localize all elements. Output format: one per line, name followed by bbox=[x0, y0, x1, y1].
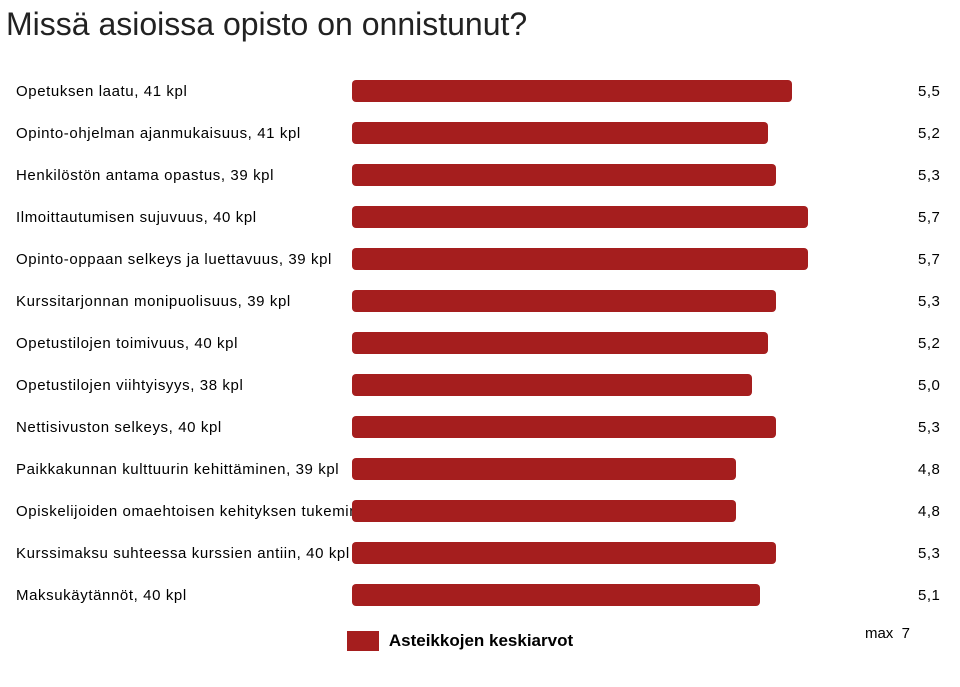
bar bbox=[352, 164, 776, 186]
bar-label: Opinto-oppaan selkeys ja luettavuus, 39 … bbox=[16, 251, 352, 268]
bar-value: 5,2 bbox=[912, 335, 940, 352]
chart-row: Opiskelijoiden omaehtoisen kehityksen tu… bbox=[16, 493, 936, 529]
bar-track bbox=[352, 248, 912, 270]
bar bbox=[352, 290, 776, 312]
max-label: max 7 bbox=[865, 625, 910, 642]
bar-label: Henkilöstön antama opastus, 39 kpl bbox=[16, 167, 352, 184]
chart-row: Opetustilojen toimivuus, 40 kpl5,2 bbox=[16, 325, 936, 361]
bar-track bbox=[352, 500, 912, 522]
bar bbox=[352, 206, 808, 228]
bar bbox=[352, 584, 760, 606]
bar-track bbox=[352, 290, 912, 312]
chart-row: Opinto-oppaan selkeys ja luettavuus, 39 … bbox=[16, 241, 936, 277]
bar-chart: Opetuksen laatu, 41 kpl5,5 Opinto-ohjelma… bbox=[16, 73, 936, 613]
bar-label: Opetustilojen viihtyisyys, 38 kpl bbox=[16, 377, 352, 394]
bar-value: 5,3 bbox=[912, 545, 940, 562]
chart-footer: Asteikkojen keskiarvot max 7 bbox=[0, 631, 920, 651]
bar-track bbox=[352, 374, 912, 396]
bar-label: Ilmoittautumisen sujuvuus, 40 kpl bbox=[16, 209, 352, 226]
chart-row: Opetuksen laatu, 41 kpl5,5 bbox=[16, 73, 936, 109]
bar-track bbox=[352, 332, 912, 354]
bar-value: 5,1 bbox=[912, 587, 940, 604]
bar-value: 4,8 bbox=[912, 503, 940, 520]
bar-track bbox=[352, 122, 912, 144]
chart-row: Maksukäytännöt, 40 kpl5,1 bbox=[16, 577, 936, 613]
bar-track bbox=[352, 80, 912, 102]
page-title: Missä asioissa opisto on onnistunut? bbox=[0, 0, 960, 49]
bar-label: Maksukäytännöt, 40 kpl bbox=[16, 587, 352, 604]
bar bbox=[352, 374, 752, 396]
bar-track bbox=[352, 542, 912, 564]
chart-row: Henkilöstön antama opastus, 39 kpl5,3 bbox=[16, 157, 936, 193]
bar-label: Opinto-ohjelman ajanmukaisuus, 41 kpl bbox=[16, 125, 352, 142]
bar-value: 5,3 bbox=[912, 293, 940, 310]
bar bbox=[352, 248, 808, 270]
chart-row: Nettisivuston selkeys, 40 kpl5,3 bbox=[16, 409, 936, 445]
bar-track bbox=[352, 164, 912, 186]
bar-track bbox=[352, 206, 912, 228]
bar-label: Paikkakunnan kulttuurin kehittäminen, 39… bbox=[16, 461, 352, 478]
bar-value: 5,2 bbox=[912, 125, 940, 142]
bar-label: Kurssitarjonnan monipuolisuus, 39 kpl bbox=[16, 293, 352, 310]
bar-track bbox=[352, 458, 912, 480]
bar-value: 5,5 bbox=[912, 83, 940, 100]
bar bbox=[352, 542, 776, 564]
bar bbox=[352, 80, 792, 102]
chart-row: Ilmoittautumisen sujuvuus, 40 kpl5,7 bbox=[16, 199, 936, 235]
bar-value: 5,3 bbox=[912, 167, 940, 184]
bar-value: 5,0 bbox=[912, 377, 940, 394]
bar-value: 5,3 bbox=[912, 419, 940, 436]
chart-row: Opetustilojen viihtyisyys, 38 kpl5,0 bbox=[16, 367, 936, 403]
bar bbox=[352, 500, 736, 522]
legend-swatch bbox=[347, 631, 379, 651]
bar-track bbox=[352, 584, 912, 606]
bar-value: 5,7 bbox=[912, 251, 940, 268]
bar-value: 5,7 bbox=[912, 209, 940, 226]
bar bbox=[352, 332, 768, 354]
bar-label: Opetuksen laatu, 41 kpl bbox=[16, 83, 352, 100]
chart-row: Kurssimaksu suhteessa kurssien antiin, 4… bbox=[16, 535, 936, 571]
max-value: 7 bbox=[902, 625, 910, 642]
bar-value: 4,8 bbox=[912, 461, 940, 478]
legend-text: Asteikkojen keskiarvot bbox=[389, 631, 573, 651]
bar bbox=[352, 122, 768, 144]
bar bbox=[352, 416, 776, 438]
bar bbox=[352, 458, 736, 480]
chart-row: Kurssitarjonnan monipuolisuus, 39 kpl5,3 bbox=[16, 283, 936, 319]
bar-label: Opetustilojen toimivuus, 40 kpl bbox=[16, 335, 352, 352]
bar-label: Kurssimaksu suhteessa kurssien antiin, 4… bbox=[16, 545, 352, 562]
bar-track bbox=[352, 416, 912, 438]
max-prefix: max bbox=[865, 625, 893, 642]
bar-label: Nettisivuston selkeys, 40 kpl bbox=[16, 419, 352, 436]
bar-label: Opiskelijoiden omaehtoisen kehityksen tu… bbox=[16, 503, 352, 520]
chart-row: Paikkakunnan kulttuurin kehittäminen, 39… bbox=[16, 451, 936, 487]
chart-row: Opinto-ohjelman ajanmukaisuus, 41 kpl5,2 bbox=[16, 115, 936, 151]
